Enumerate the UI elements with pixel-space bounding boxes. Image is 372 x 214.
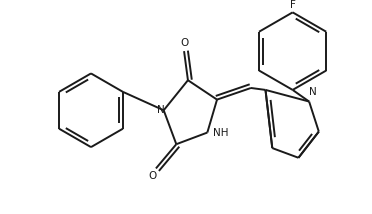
Text: F: F <box>290 0 296 10</box>
Text: O: O <box>148 171 156 181</box>
Text: O: O <box>180 38 188 48</box>
Text: N: N <box>157 105 165 115</box>
Text: N: N <box>309 87 317 97</box>
Text: NH: NH <box>213 128 229 138</box>
